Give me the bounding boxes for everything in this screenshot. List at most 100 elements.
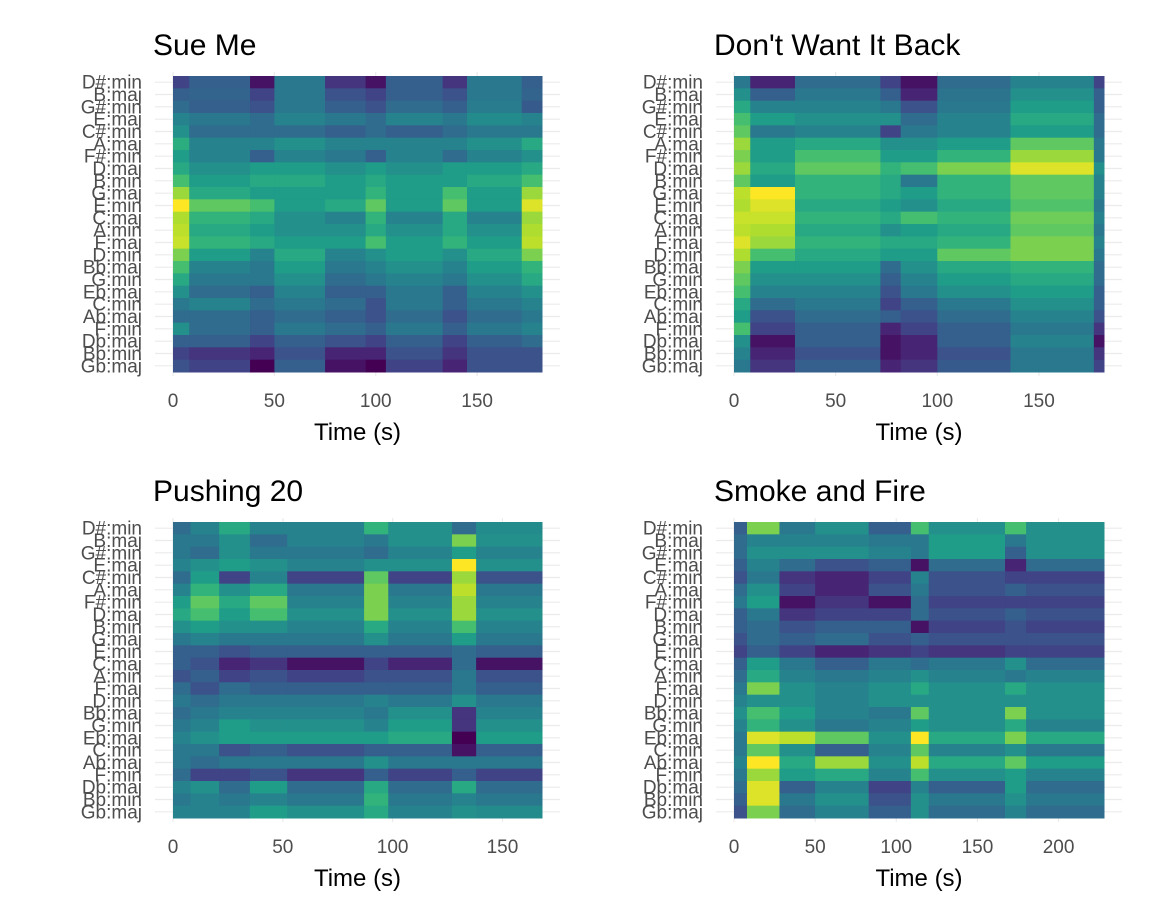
heatmap-cell (928, 670, 1006, 683)
y-tick-label: C:min (92, 741, 142, 762)
x-axis-title: Time (s) (314, 865, 401, 892)
heatmap-cell (250, 335, 275, 348)
heatmap-cell (325, 199, 367, 213)
heatmap-cell (189, 298, 251, 311)
heatmap-cell (476, 744, 543, 757)
heatmap-cell (1005, 596, 1027, 609)
heatmap-cell (287, 620, 365, 634)
heatmap-cell (815, 719, 870, 733)
heatmap-cell (910, 793, 930, 807)
heatmap-cell (880, 187, 902, 200)
heatmap-cell (910, 694, 930, 708)
heatmap-cell (274, 285, 326, 299)
heatmap-cell (287, 571, 365, 585)
heatmap-cell (794, 88, 881, 102)
heatmap-cell (451, 534, 477, 548)
heatmap-cell (1010, 310, 1095, 324)
panel-title: Sue Me (153, 29, 256, 62)
heatmap-cell (364, 522, 389, 535)
heatmap-cell (868, 571, 912, 585)
heatmap-cell (734, 620, 748, 634)
heatmap-cell (451, 608, 477, 622)
heatmap-cell (1010, 236, 1095, 250)
heatmap-cell (189, 187, 251, 200)
heatmap-cell (910, 522, 930, 535)
heatmap-cell (746, 534, 780, 548)
heatmap-cell (190, 781, 220, 794)
x-tick-label: 200 (1043, 837, 1075, 858)
y-tick-label: D:min (92, 691, 142, 712)
heatmap-cell (325, 347, 367, 361)
heatmap-cell (880, 162, 902, 176)
heatmap-cell (1010, 76, 1095, 89)
heatmap-cell (779, 645, 816, 659)
y-tick-label: G#:min (642, 97, 703, 118)
heatmap-cell (219, 682, 251, 696)
heatmap-cell (880, 211, 902, 225)
heatmap-cell (746, 645, 780, 659)
heatmap-cell (190, 645, 220, 659)
heatmap-cell (880, 88, 902, 102)
heatmap-cell (1010, 100, 1095, 114)
heatmap-cell (779, 793, 816, 807)
y-tick-label: Db:maj (82, 332, 142, 353)
heatmap-cell (937, 137, 1011, 151)
heatmap-cell (779, 805, 816, 819)
heatmap-cell (746, 793, 780, 807)
heatmap-cell (250, 199, 275, 213)
heatmap-cell (815, 633, 870, 646)
heatmap-cell (928, 719, 1006, 733)
y-tick-label: C#:min (82, 568, 142, 589)
x-tick-label: 0 (168, 391, 179, 412)
heatmap-cell (1093, 100, 1105, 114)
heatmap-cell (734, 347, 751, 361)
heatmap-cell (900, 137, 938, 151)
heatmap-cell (365, 261, 387, 274)
heatmap-cell (1093, 211, 1105, 225)
heatmap-cell (746, 620, 780, 634)
heatmap-cell (385, 113, 444, 126)
y-tick-label: D:maj (92, 159, 142, 180)
heatmap-cell (734, 534, 748, 548)
heatmap-cell (734, 781, 748, 794)
heatmap-cell (189, 113, 251, 126)
heatmap-cell (750, 322, 796, 336)
heatmap-cell (287, 583, 365, 597)
heatmap-cell (190, 534, 220, 548)
heatmap-cell (928, 793, 1006, 807)
heatmap-cell (734, 719, 748, 733)
heatmap-cell (880, 322, 902, 336)
heatmap-cell (249, 805, 288, 819)
y-tick-label: G:maj (91, 630, 142, 651)
heatmap-cell (928, 707, 1006, 720)
heatmap-cell (815, 583, 870, 597)
heatmap-cell (868, 608, 912, 622)
y-tick-label: D#:min (82, 73, 142, 94)
heatmap-cell (190, 719, 220, 733)
heatmap-cell (364, 633, 389, 646)
heatmap-cell (476, 633, 543, 646)
heatmap-cell (794, 199, 881, 213)
heatmap-cell (250, 273, 275, 287)
heatmap-cell (190, 805, 220, 819)
heatmap-cell (880, 113, 902, 126)
heatmap-cell (173, 199, 190, 213)
heatmap-cell (746, 596, 780, 609)
heatmap-cell (1026, 559, 1105, 572)
heatmap-cell (325, 335, 367, 348)
heatmap-cell (274, 347, 326, 361)
y-tick-label: F:min (656, 765, 704, 786)
heatmap-cell (189, 335, 251, 348)
heatmap-cell (388, 583, 453, 597)
heatmap-cell (1005, 682, 1027, 696)
heatmap-cell (476, 707, 543, 720)
heatmap-cell (815, 571, 870, 585)
heatmap-cell (794, 137, 881, 151)
heatmap-cell (287, 707, 365, 720)
heatmap-cell (1093, 162, 1105, 176)
heatmap-cell (442, 162, 468, 176)
heatmap-cell (734, 199, 751, 213)
heatmap-cell (779, 768, 816, 782)
heatmap-cell (250, 162, 275, 176)
heatmap-cell (190, 670, 220, 683)
